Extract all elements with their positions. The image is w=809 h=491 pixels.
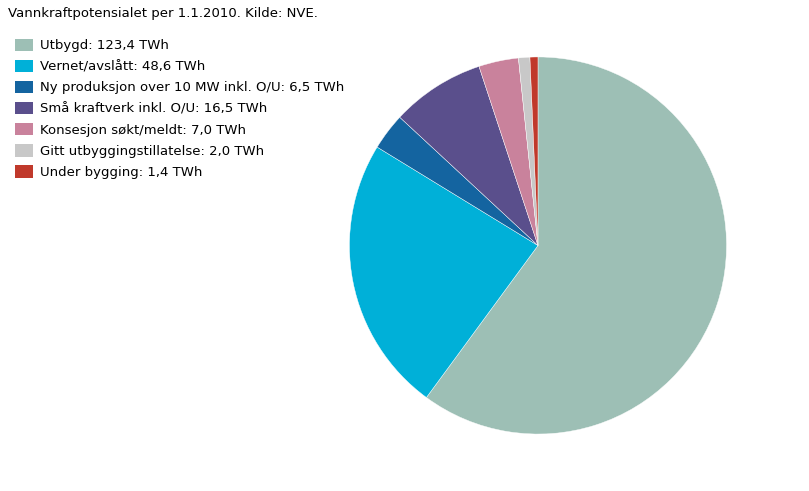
Wedge shape	[377, 117, 538, 246]
Wedge shape	[426, 57, 726, 434]
Wedge shape	[349, 147, 538, 398]
Wedge shape	[400, 66, 538, 246]
Wedge shape	[479, 58, 538, 246]
Legend: Utbygd: 123,4 TWh, Vernet/avslått: 48,6 TWh, Ny produksjon over 10 MW inkl. O/U:: Utbygd: 123,4 TWh, Vernet/avslått: 48,6 …	[15, 38, 344, 179]
Wedge shape	[519, 57, 538, 246]
Wedge shape	[530, 57, 538, 246]
Text: Vannkraftpotensialet per 1.1.2010. Kilde: NVE.: Vannkraftpotensialet per 1.1.2010. Kilde…	[8, 7, 318, 20]
